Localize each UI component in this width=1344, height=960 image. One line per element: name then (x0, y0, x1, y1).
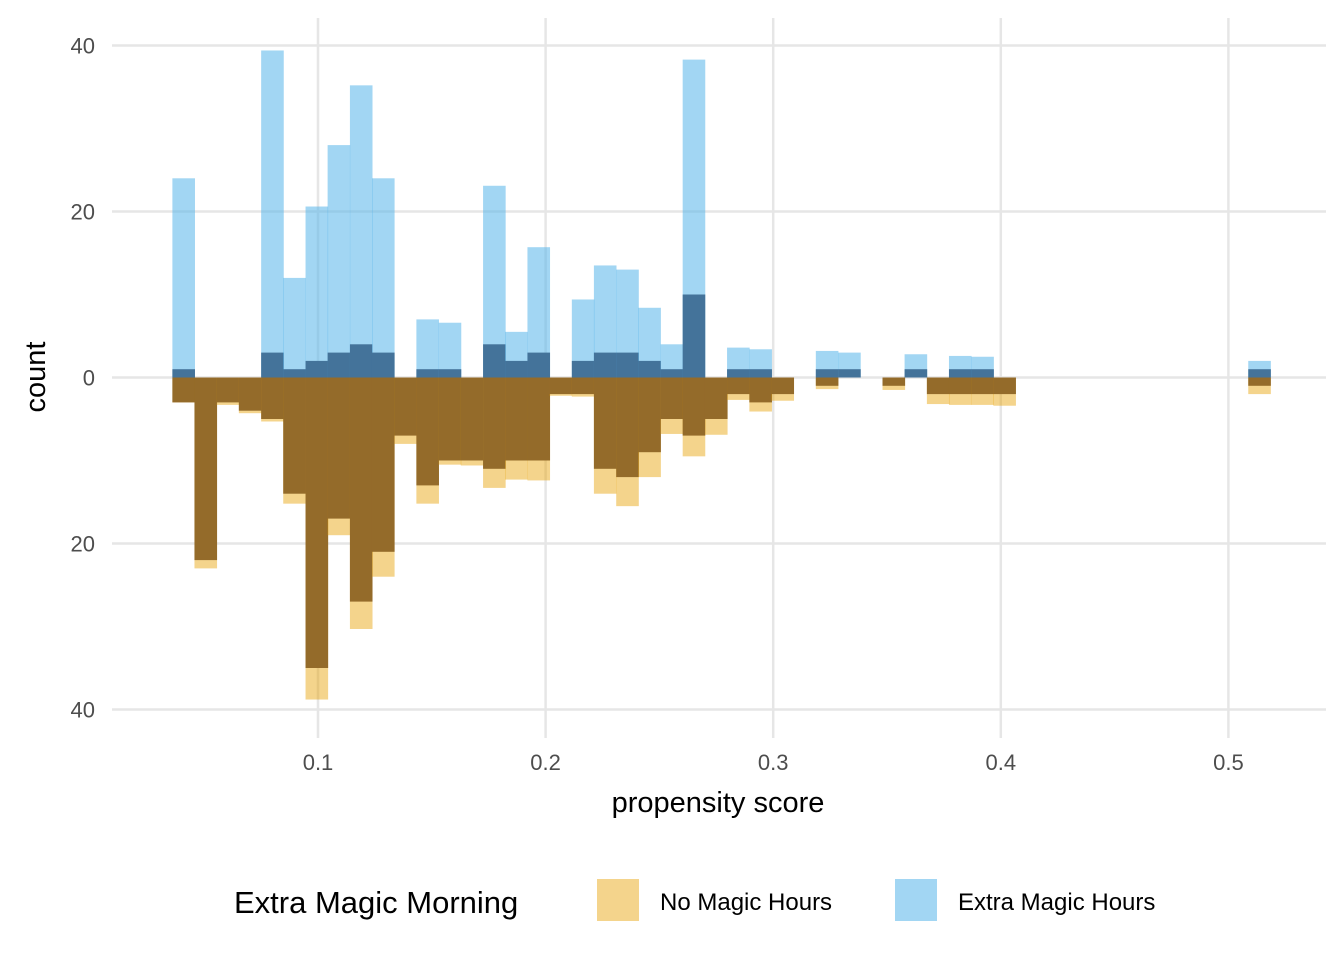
bar-no-magic-hours-weighted (483, 377, 506, 469)
bar-extra-magic-hours-weighted (172, 369, 195, 378)
bar-extra-magic-hours-weighted (682, 294, 706, 378)
bar-no-magic-hours-weighted (327, 377, 351, 519)
bar-no-magic-hours-weighted (593, 377, 617, 469)
y-tick-label: 20 (71, 200, 95, 225)
bar-no-magic-hours-weighted (926, 377, 950, 395)
bar-extra-magic-hours-weighted (483, 344, 506, 378)
bar-extra-magic-hours-total (571, 299, 595, 378)
bar-extra-magic-hours-weighted (838, 369, 861, 378)
bar-no-magic-hours-weighted (394, 377, 417, 436)
bar-extra-magic-hours-total (283, 277, 306, 378)
bar-no-magic-hours-weighted (993, 377, 1016, 395)
bar-extra-magic-hours-total (593, 265, 617, 378)
bar-extra-magic-hours-weighted (971, 369, 994, 378)
bar-extra-magic-hours-weighted (416, 369, 439, 378)
bar-extra-magic-hours-total (327, 145, 351, 378)
bar-extra-magic-hours-weighted (571, 360, 595, 378)
y-tick-label: 40 (71, 698, 95, 723)
bar-extra-magic-hours-weighted (1248, 369, 1271, 378)
legend-label-extra-magic-hours: Extra Magic Hours (958, 889, 1155, 916)
bar-extra-magic-hours-total (616, 269, 639, 378)
x-tick-label: 0.2 (530, 750, 561, 775)
bar-extra-magic-hours-weighted (749, 369, 772, 378)
bar-no-magic-hours-weighted (238, 377, 262, 411)
legend-title: Extra Magic Morning (234, 885, 518, 920)
bar-no-magic-hours-weighted (261, 377, 284, 419)
bar-no-magic-hours-weighted (460, 377, 484, 461)
y-tick-label: 0 (83, 366, 95, 391)
bar-extra-magic-hours-weighted (638, 360, 661, 378)
x-axis-title: propensity score (612, 787, 825, 819)
x-tick-label: 0.4 (986, 750, 1017, 775)
bar-extra-magic-hours-weighted (527, 352, 551, 378)
bar-extra-magic-hours-total (416, 319, 439, 378)
bar-no-magic-hours-weighted (527, 377, 551, 461)
bar-extra-magic-hours-total (527, 247, 551, 378)
bar-extra-magic-hours-total (172, 178, 195, 378)
y-tick-label: 40 (71, 34, 95, 59)
bar-extra-magic-hours-total (483, 185, 506, 378)
legend-label-no-magic-hours: No Magic Hours (660, 889, 832, 916)
legend-swatch-extra-magic-hours (895, 879, 937, 921)
bar-extra-magic-hours-weighted (815, 369, 839, 378)
bar-extra-magic-hours-total (371, 178, 395, 378)
bar-extra-magic-hours-weighted (593, 352, 617, 378)
bar-no-magic-hours-weighted (727, 377, 750, 395)
bar-extra-magic-hours-weighted (904, 369, 928, 378)
histogram-bars (172, 50, 1271, 700)
bar-no-magic-hours-weighted (283, 377, 306, 494)
bar-no-magic-hours-weighted (416, 377, 439, 486)
bar-no-magic-hours-weighted (948, 377, 972, 395)
bar-no-magic-hours-weighted (616, 377, 639, 478)
y-axis-tick-labels: 40 20 0 20 40 (71, 34, 95, 723)
bar-extra-magic-hours-weighted (438, 369, 462, 378)
bar-no-magic-hours-weighted (771, 377, 795, 395)
x-tick-label: 0.1 (303, 750, 334, 775)
bar-extra-magic-hours-weighted (616, 352, 639, 378)
bar-no-magic-hours-weighted (971, 377, 994, 395)
bar-no-magic-hours-weighted (172, 377, 195, 403)
bar-no-magic-hours-weighted (660, 377, 684, 419)
legend-swatch-no-magic-hours (597, 879, 639, 921)
bar-no-magic-hours-weighted (371, 377, 395, 552)
bar-extra-magic-hours-weighted (349, 344, 373, 378)
bar-extra-magic-hours-weighted (283, 369, 306, 378)
bar-no-magic-hours-weighted (1248, 377, 1271, 386)
bar-no-magic-hours-weighted (704, 377, 728, 419)
x-tick-label: 0.3 (758, 750, 789, 775)
bar-extra-magic-hours-weighted (305, 360, 329, 378)
bar-no-magic-hours-weighted (882, 377, 906, 386)
bar-no-magic-hours-weighted (749, 377, 772, 403)
legend: Extra Magic Morning No Magic Hours Extra… (234, 879, 1155, 921)
y-tick-label: 20 (71, 532, 95, 557)
bar-no-magic-hours-weighted (505, 377, 528, 461)
bar-extra-magic-hours-weighted (261, 352, 284, 378)
bar-no-magic-hours-weighted (638, 377, 661, 453)
bar-no-magic-hours-weighted (438, 377, 462, 461)
bar-extra-magic-hours-weighted (948, 369, 972, 378)
bar-no-magic-hours-weighted (194, 377, 218, 561)
bar-extra-magic-hours-weighted (727, 369, 750, 378)
bar-extra-magic-hours-total (638, 307, 661, 378)
bar-no-magic-hours-weighted (549, 377, 573, 395)
bar-no-magic-hours-weighted (682, 377, 706, 436)
bar-no-magic-hours-weighted (305, 377, 329, 668)
bar-extra-magic-hours-total (261, 50, 284, 378)
y-axis-title: count (20, 342, 52, 413)
bar-extra-magic-hours-weighted (371, 352, 395, 378)
bar-extra-magic-hours-total (438, 322, 462, 378)
bar-no-magic-hours-weighted (815, 377, 839, 386)
x-axis-tick-labels: 0.1 0.2 0.3 0.4 0.5 (303, 750, 1244, 775)
bar-extra-magic-hours-total (305, 206, 329, 378)
bar-extra-magic-hours-weighted (505, 360, 528, 378)
bar-extra-magic-hours-weighted (327, 352, 351, 378)
bar-extra-magic-hours-total (349, 85, 373, 378)
bar-no-magic-hours-weighted (216, 377, 240, 403)
bar-no-magic-hours-weighted (349, 377, 373, 602)
bar-no-magic-hours-weighted (571, 377, 595, 395)
x-tick-label: 0.5 (1213, 750, 1244, 775)
bar-extra-magic-hours-weighted (660, 369, 684, 378)
